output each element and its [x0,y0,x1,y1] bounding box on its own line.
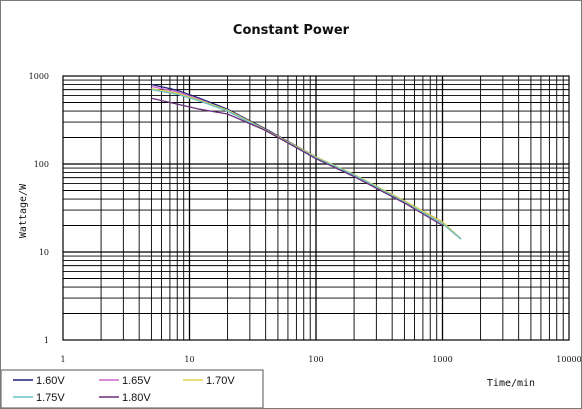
series-line-5 [151,97,443,227]
tick-labels: 1 10 100 1000 10000 1 10 100 1000 [29,72,581,364]
y-tick-label: 1000 [29,72,49,81]
y-tick-label: 10 [39,248,49,257]
y-tick-label: 1 [44,336,49,345]
y-tick-label: 100 [34,160,49,169]
x-tick-label: 10000 [556,355,581,364]
legend-entry: 1.80V [122,392,151,404]
x-tick-label: 100 [308,355,323,364]
chart-title: Constant Power [233,23,350,38]
legend-entry: 1.65V [122,375,151,387]
x-tick-label: 10 [184,355,194,364]
legend: 1.60V 1.65V 1.70V 1.75V 1.80V [1,369,264,408]
legend-entry: 1.70V [206,375,235,387]
legend-entry: 1.60V [36,375,65,387]
plot-grid [62,75,570,341]
x-tick-label: 1 [60,355,65,364]
legend-entry: 1.75V [36,392,65,404]
y-axis-label: Wattage/W [18,183,29,238]
series-lines [151,83,462,240]
x-tick-label: 1000 [432,355,452,364]
legend-box [1,369,264,408]
x-axis-label: Time/min [487,378,535,389]
